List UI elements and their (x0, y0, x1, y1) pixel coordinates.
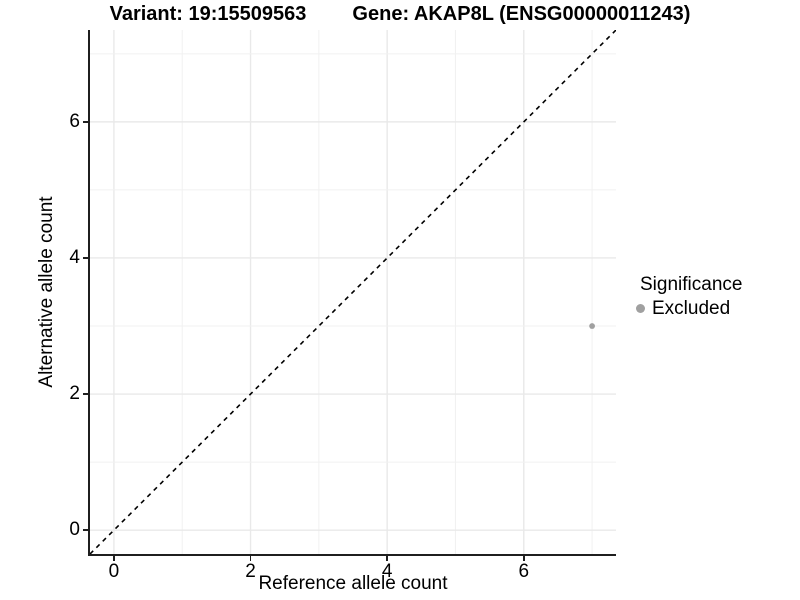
x-tick-mark (249, 555, 252, 561)
y-tick-label: 4 (69, 246, 80, 268)
x-axis-line (88, 554, 616, 556)
x-tick-mark (522, 555, 525, 561)
y-tick-label: 0 (69, 519, 80, 541)
x-tick-label: 2 (245, 561, 256, 582)
x-tick-label: 6 (518, 561, 530, 582)
plot-panel (90, 30, 616, 554)
y-tick-mark (83, 120, 89, 123)
y-axis-line (88, 30, 90, 556)
legend: Significance Excluded (636, 273, 742, 320)
plot-area (90, 30, 616, 554)
x-tick-mark (386, 555, 389, 561)
legend-key-point-icon (636, 304, 645, 313)
x-tick-label: 0 (108, 561, 120, 582)
x-tick-mark (113, 555, 115, 561)
x-axis-title: Reference allele count (258, 573, 448, 594)
x-tick-label: 4 (381, 561, 393, 582)
y-axis-title: Alternative allele count (36, 196, 57, 388)
y-tick-mark (83, 257, 89, 259)
legend-item-label: Excluded (652, 298, 731, 319)
legend-item-excluded: Excluded (636, 297, 742, 320)
legend-title: Significance (640, 274, 743, 295)
plot-title-gene: Gene: AKAP8L (ENSG00000011243) (352, 3, 691, 25)
y-tick-mark (83, 529, 89, 532)
identity-reference-line (90, 30, 616, 554)
data-point (589, 323, 595, 329)
plot-title-variant: Variant: 19:15509563 (109, 3, 307, 25)
plot-title: Variant: 19:15509563 Gene: AKAP8L (ENSG0… (0, 3, 800, 26)
y-tick-label: 2 (69, 383, 80, 405)
y-tick-mark (83, 393, 89, 395)
y-tick-label: 6 (69, 110, 80, 132)
